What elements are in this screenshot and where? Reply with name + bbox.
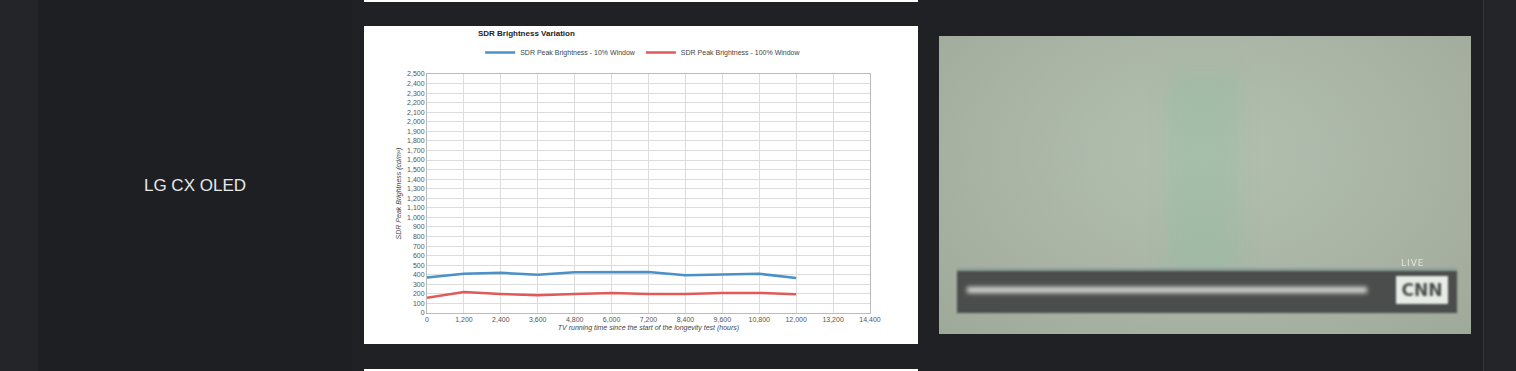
svg-text:2,400: 2,400: [407, 80, 425, 87]
svg-text:4,800: 4,800: [566, 316, 584, 323]
svg-text:1,300: 1,300: [407, 185, 425, 192]
html-text:CNN: CNN: [1401, 280, 1443, 300]
svg-text:1,800: 1,800: [407, 137, 425, 144]
svg-text:0: 0: [421, 309, 425, 316]
svg-text:0: 0: [425, 316, 429, 323]
svg-text:1,600: 1,600: [407, 156, 425, 163]
svg-text:600: 600: [413, 252, 425, 259]
svg-text:7,200: 7,200: [640, 316, 658, 323]
svg-text:6,000: 6,000: [603, 316, 621, 323]
svg-text:SDR Peak Brightness - 10% Wind: SDR Peak Brightness - 10% Window: [520, 49, 636, 57]
svg-text:10,800: 10,800: [749, 316, 771, 323]
svg-text:8,400: 8,400: [677, 316, 695, 323]
html-text:LG CX OLED: LG CX OLED: [144, 176, 246, 195]
html-text:LIVE: LIVE: [1401, 258, 1425, 268]
svg-text:2,100: 2,100: [407, 109, 425, 116]
svg-text:9,600: 9,600: [714, 316, 732, 323]
svg-text:1,200: 1,200: [407, 195, 425, 202]
svg-text:1,000: 1,000: [407, 214, 425, 221]
svg-text:900: 900: [413, 223, 425, 230]
svg-text:2,400: 2,400: [492, 316, 510, 323]
svg-text:2,000: 2,000: [407, 118, 425, 125]
svg-text:SDR Peak Brightness (cd/m²): SDR Peak Brightness (cd/m²): [395, 148, 403, 240]
svg-text:400: 400: [413, 271, 425, 278]
svg-text:1,200: 1,200: [455, 316, 473, 323]
svg-text:13,200: 13,200: [822, 316, 844, 323]
svg-text:1,500: 1,500: [407, 166, 425, 173]
svg-text:14,400: 14,400: [859, 316, 881, 323]
svg-text:300: 300: [413, 281, 425, 288]
svg-text:3,600: 3,600: [529, 316, 547, 323]
svg-text:800: 800: [413, 233, 425, 240]
svg-text:500: 500: [413, 262, 425, 269]
svg-text:12,000: 12,000: [785, 316, 807, 323]
svg-text:1,900: 1,900: [407, 128, 425, 135]
svg-text:1,400: 1,400: [407, 176, 425, 183]
svg-text:TV running time since the star: TV running time since the start of the l…: [558, 324, 739, 332]
svg-text:2,200: 2,200: [407, 99, 425, 106]
svg-text:SDR Peak Brightness - 100% Win: SDR Peak Brightness - 100% Window: [681, 49, 801, 57]
svg-text:1,100: 1,100: [407, 204, 425, 211]
svg-text:2,500: 2,500: [407, 70, 425, 77]
svg-text:SDR Brightness Variation: SDR Brightness Variation: [478, 29, 575, 38]
svg-text:2,300: 2,300: [407, 90, 425, 97]
svg-text:200: 200: [413, 290, 425, 297]
svg-text:1,700: 1,700: [407, 147, 425, 154]
svg-text:700: 700: [413, 243, 425, 250]
svg-text:100: 100: [413, 300, 425, 307]
